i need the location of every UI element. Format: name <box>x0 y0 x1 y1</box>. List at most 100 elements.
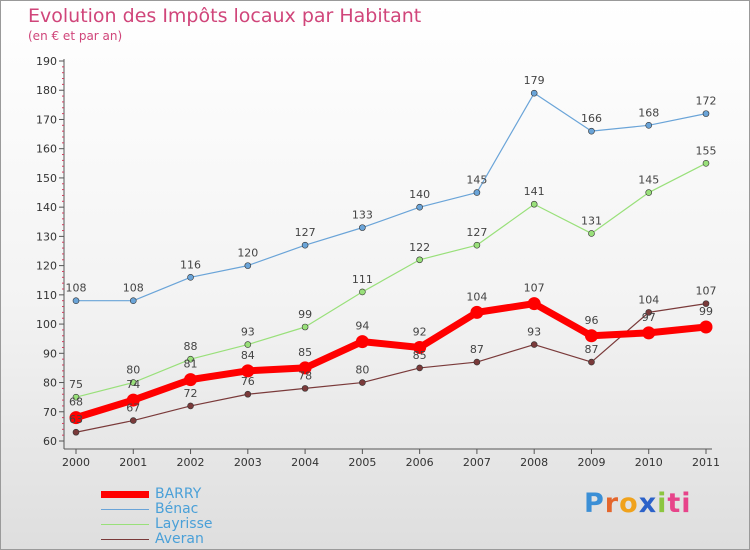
x-tick-label: 2010 <box>635 456 663 469</box>
data-label: 116 <box>180 258 201 271</box>
data-point <box>187 274 194 281</box>
data-label: 93 <box>241 326 255 339</box>
data-label: 127 <box>295 226 316 239</box>
chart-subtitle: (en € et par an) <box>28 29 123 43</box>
data-point <box>126 393 140 407</box>
data-point <box>244 341 252 348</box>
data-label: 155 <box>696 144 717 157</box>
y-tick-label: 120 <box>36 260 57 273</box>
chart-title: Evolution des Impôts locaux par Habitant <box>28 5 422 27</box>
data-label: 127 <box>466 226 487 239</box>
data-label: 81 <box>184 358 198 371</box>
data-point <box>699 320 713 334</box>
logo-letter: o <box>619 488 639 519</box>
data-label: 108 <box>123 282 144 295</box>
legend-swatch-barry <box>101 491 149 498</box>
data-point <box>702 300 710 307</box>
data-point <box>588 127 595 135</box>
series-line-bénac <box>75 92 707 302</box>
x-tick-label: 2004 <box>291 456 319 469</box>
data-point <box>129 297 137 304</box>
legend-item-layrisse: Layrisse <box>101 516 301 532</box>
legend-item-averan: Averan <box>101 531 301 547</box>
data-label: 76 <box>241 375 255 388</box>
data-label: 104 <box>638 293 659 306</box>
x-tick-label: 2001 <box>119 456 147 469</box>
data-point <box>187 402 194 410</box>
data-point <box>298 361 312 375</box>
legend-swatch-layrisse <box>101 524 149 525</box>
proxiti-logo: Proxiti <box>584 488 692 519</box>
x-tick-label: 2002 <box>177 456 205 469</box>
logo-letter: i <box>657 488 668 519</box>
x-tick-label: 2009 <box>577 456 605 469</box>
y-tick-label: 90 <box>43 347 57 360</box>
data-point <box>588 358 595 366</box>
data-point <box>359 379 366 386</box>
data-point <box>69 411 83 425</box>
data-point <box>470 305 484 319</box>
y-tick-label: 80 <box>43 377 57 390</box>
y-tick-label: 60 <box>43 435 57 448</box>
data-point <box>416 364 423 372</box>
data-point <box>530 89 538 97</box>
data-label: 80 <box>126 364 140 377</box>
data-label: 85 <box>413 349 427 362</box>
data-label: 68 <box>69 396 83 409</box>
x-tick-label: 2011 <box>692 456 720 469</box>
data-point <box>416 203 423 211</box>
data-label: 145 <box>638 174 659 187</box>
data-label: 94 <box>355 320 369 333</box>
x-tick-label: 2003 <box>234 456 262 469</box>
data-label: 111 <box>352 273 373 286</box>
data-label: 140 <box>409 188 430 201</box>
y-tick-label: 150 <box>36 172 57 185</box>
data-point <box>642 326 656 340</box>
legend-label-averan: Averan <box>155 531 204 547</box>
legend: BARRY Bénac Layrisse Averan <box>101 486 301 547</box>
data-point <box>129 379 137 386</box>
series-line-averan <box>75 303 707 433</box>
y-tick-label: 100 <box>36 318 57 331</box>
data-point <box>702 110 710 117</box>
data-label: 172 <box>696 95 717 108</box>
data-label: 107 <box>696 285 717 298</box>
data-label: 108 <box>66 282 87 295</box>
y-tick-label: 160 <box>36 143 57 156</box>
data-point <box>473 241 481 249</box>
legend-label-barry: BARRY <box>155 486 202 502</box>
series-line-barry <box>72 300 710 422</box>
data-point <box>530 341 538 348</box>
x-tick-label: 2000 <box>62 456 90 469</box>
data-point <box>359 224 366 231</box>
x-tick-label: 2005 <box>348 456 376 469</box>
data-label: 133 <box>352 209 373 222</box>
y-tick-label: 140 <box>36 201 57 214</box>
y-tick-label: 170 <box>36 113 57 126</box>
data-point <box>301 385 309 392</box>
legend-label-benac: Bénac <box>155 501 199 517</box>
data-point <box>584 329 598 343</box>
data-label: 72 <box>184 387 198 400</box>
data-label: 80 <box>355 364 369 377</box>
data-point <box>359 288 366 296</box>
data-point <box>244 390 252 398</box>
data-label: 87 <box>584 343 598 356</box>
data-label: 85 <box>298 346 312 359</box>
y-tick-label: 180 <box>36 84 57 97</box>
data-point <box>301 323 309 331</box>
data-label: 120 <box>237 247 258 260</box>
data-point <box>473 358 481 366</box>
data-label: 99 <box>298 308 312 321</box>
data-point <box>530 200 538 208</box>
legend-label-layrisse: Layrisse <box>155 516 213 532</box>
data-point <box>187 355 194 363</box>
data-point <box>645 122 653 129</box>
data-point <box>184 373 198 387</box>
legend-item-benac: Bénac <box>101 501 301 517</box>
logo-letter: r <box>604 488 620 519</box>
data-label: 168 <box>638 106 659 119</box>
data-point <box>527 297 541 311</box>
data-point <box>416 256 423 264</box>
